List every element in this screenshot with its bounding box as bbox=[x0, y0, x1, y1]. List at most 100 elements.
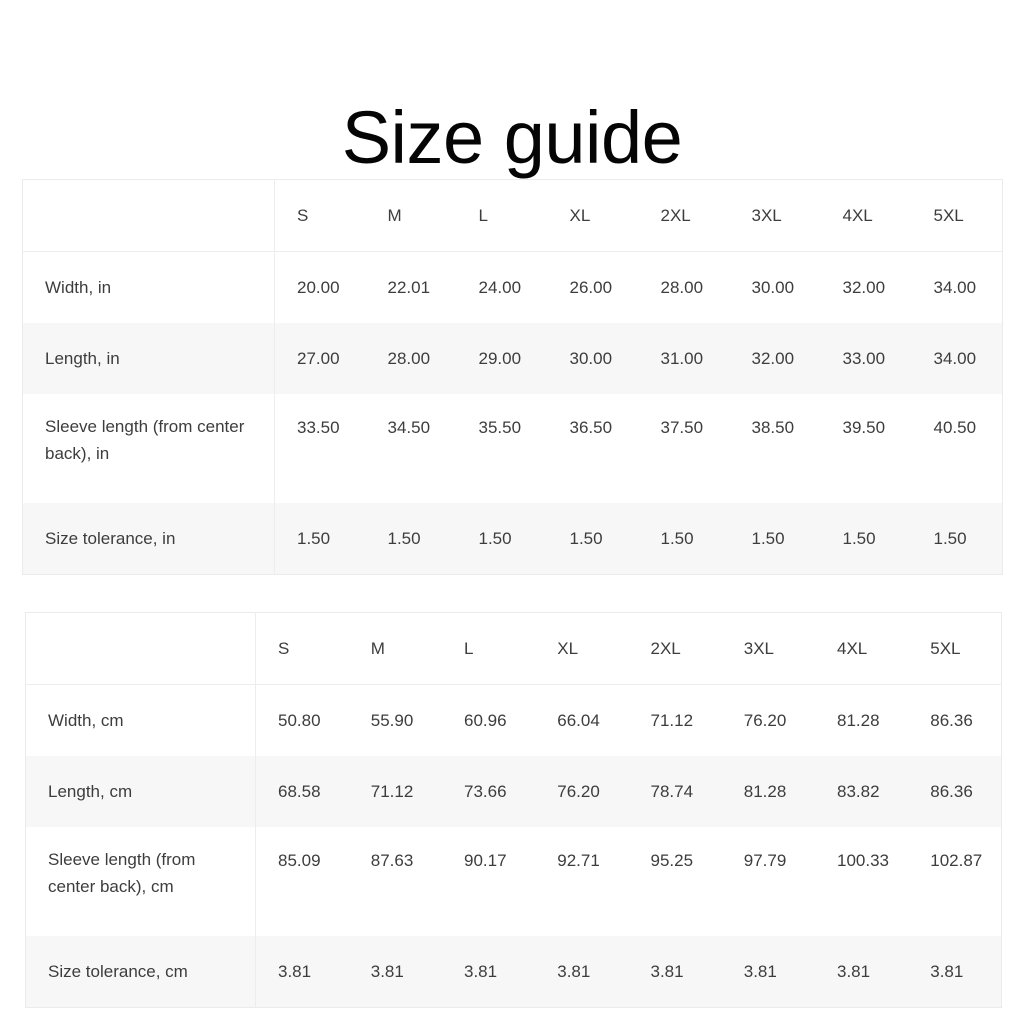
cell-width-cm-3xl: 76.20 bbox=[743, 711, 787, 730]
table-row: Width, in 20.00 22.01 24.00 26.00 28.00 … bbox=[22, 251, 1003, 323]
table-row: Sleeve length (from center back), in 33.… bbox=[22, 394, 1003, 503]
cell-sleeve-in-4xl: 39.50 bbox=[842, 418, 886, 437]
header-row: S M L XL 2XL 3XL 4XL 5XL bbox=[25, 612, 1002, 685]
cell-width-cm-xl: 66.04 bbox=[557, 711, 600, 730]
table-row: Length, cm 68.58 71.12 73.66 76.20 78.74… bbox=[25, 756, 1002, 827]
corner-cell bbox=[25, 612, 256, 685]
cell-width-cm-m: 55.90 bbox=[370, 711, 414, 730]
table-row: Size tolerance, cm 3.81 3.81 3.81 3.81 3… bbox=[25, 936, 1002, 1008]
cell-width-cm-s: 50.80 bbox=[278, 711, 321, 730]
cell-tolerance-cm-5xl: 3.81 bbox=[930, 962, 964, 981]
cell-length-cm-4xl: 83.82 bbox=[837, 782, 880, 801]
cell-sleeve-cm-m: 87.63 bbox=[370, 851, 414, 870]
cell-width-in-2xl: 28.00 bbox=[660, 278, 704, 297]
cell-sleeve-cm-5xl: 102.87 bbox=[930, 851, 983, 870]
row-label-sleeve-length-cm: Sleeve length (from center back), cm bbox=[25, 827, 256, 936]
column-header-3xl: 3XL bbox=[721, 612, 815, 685]
cell-sleeve-in-s: 33.50 bbox=[297, 418, 340, 437]
header-row: S M L XL 2XL 3XL 4XL 5XL bbox=[22, 179, 1003, 252]
cell-width-cm-l: 60.96 bbox=[464, 711, 507, 730]
table-header-inches: S M L XL 2XL 3XL 4XL 5XL bbox=[22, 179, 1003, 252]
cell-tolerance-in-2xl: 1.50 bbox=[660, 529, 694, 548]
column-header-m: M bbox=[365, 179, 457, 252]
row-label-width-in: Width, in bbox=[22, 251, 275, 323]
cell-width-in-5xl: 34.00 bbox=[933, 278, 977, 297]
cell-length-cm-5xl: 86.36 bbox=[930, 782, 973, 801]
table-row: Width, cm 50.80 55.90 60.96 66.04 71.12 … bbox=[25, 684, 1002, 756]
cell-sleeve-in-l: 35.50 bbox=[478, 418, 522, 437]
column-header-2xl: 2XL bbox=[628, 612, 722, 685]
cell-tolerance-in-s: 1.50 bbox=[297, 529, 331, 548]
cell-length-cm-2xl: 78.74 bbox=[650, 782, 694, 801]
cell-length-cm-3xl: 81.28 bbox=[743, 782, 787, 801]
cell-sleeve-cm-3xl: 97.79 bbox=[743, 851, 787, 870]
row-label-width-cm: Width, cm bbox=[25, 684, 256, 756]
cell-length-in-s: 27.00 bbox=[297, 349, 340, 368]
cell-width-in-xl: 26.00 bbox=[569, 278, 613, 297]
cell-sleeve-cm-4xl: 100.33 bbox=[837, 851, 889, 870]
column-header-xl: XL bbox=[547, 179, 639, 252]
cell-width-cm-4xl: 81.28 bbox=[837, 711, 880, 730]
cell-sleeve-in-2xl: 37.50 bbox=[660, 418, 704, 437]
cell-tolerance-in-m: 1.50 bbox=[387, 529, 421, 548]
column-header-4xl: 4XL bbox=[815, 612, 909, 685]
cell-length-in-3xl: 32.00 bbox=[751, 349, 795, 368]
cell-sleeve-in-3xl: 38.50 bbox=[751, 418, 795, 437]
cell-width-cm-2xl: 71.12 bbox=[650, 711, 694, 730]
table-header-cm: S M L XL 2XL 3XL 4XL 5XL bbox=[25, 612, 1002, 685]
cell-length-cm-l: 73.66 bbox=[464, 782, 507, 801]
cell-sleeve-in-m: 34.50 bbox=[387, 418, 431, 437]
table-body-inches: Width, in 20.00 22.01 24.00 26.00 28.00 … bbox=[22, 251, 1003, 575]
cell-tolerance-cm-3xl: 3.81 bbox=[743, 962, 777, 981]
table-row: Size tolerance, in 1.50 1.50 1.50 1.50 1… bbox=[22, 503, 1003, 575]
table-row: Sleeve length (from center back), cm 85.… bbox=[25, 827, 1002, 936]
cell-tolerance-cm-s: 3.81 bbox=[278, 962, 312, 981]
row-label-sleeve-length-in: Sleeve length (from center back), in bbox=[22, 394, 275, 503]
cell-sleeve-in-xl: 36.50 bbox=[569, 418, 613, 437]
column-header-s: S bbox=[255, 612, 349, 685]
column-header-2xl: 2XL bbox=[638, 179, 730, 252]
row-label-length-cm: Length, cm bbox=[25, 756, 256, 827]
column-header-5xl: 5XL bbox=[911, 179, 1003, 252]
column-header-l: L bbox=[456, 179, 548, 252]
cell-length-in-m: 28.00 bbox=[387, 349, 431, 368]
cell-width-in-3xl: 30.00 bbox=[751, 278, 795, 297]
cell-sleeve-cm-s: 85.09 bbox=[278, 851, 321, 870]
row-label-size-tolerance-in: Size tolerance, in bbox=[22, 503, 275, 575]
column-header-m: M bbox=[348, 612, 442, 685]
cell-tolerance-in-3xl: 1.50 bbox=[751, 529, 785, 548]
cell-length-cm-s: 68.58 bbox=[278, 782, 321, 801]
column-header-s: S bbox=[274, 179, 366, 252]
cell-sleeve-in-5xl: 40.50 bbox=[933, 418, 977, 437]
cell-tolerance-cm-m: 3.81 bbox=[370, 962, 404, 981]
cell-length-cm-xl: 76.20 bbox=[557, 782, 600, 801]
cell-tolerance-in-l: 1.50 bbox=[478, 529, 512, 548]
cell-width-in-4xl: 32.00 bbox=[842, 278, 886, 297]
cell-width-in-s: 20.00 bbox=[297, 278, 340, 297]
cell-sleeve-cm-2xl: 95.25 bbox=[650, 851, 694, 870]
column-header-xl: XL bbox=[535, 612, 629, 685]
table-row: Length, in 27.00 28.00 29.00 30.00 31.00… bbox=[22, 323, 1003, 394]
size-table-inches: S M L XL 2XL 3XL 4XL 5XL Width, in 20.00… bbox=[22, 179, 1003, 575]
cell-tolerance-in-4xl: 1.50 bbox=[842, 529, 876, 548]
cell-tolerance-cm-4xl: 3.81 bbox=[837, 962, 871, 981]
cell-length-in-5xl: 34.00 bbox=[933, 349, 977, 368]
column-header-5xl: 5XL bbox=[908, 612, 1002, 685]
column-header-l: L bbox=[442, 612, 536, 685]
cell-width-cm-5xl: 86.36 bbox=[930, 711, 973, 730]
cell-length-cm-m: 71.12 bbox=[370, 782, 414, 801]
column-header-3xl: 3XL bbox=[729, 179, 821, 252]
column-header-4xl: 4XL bbox=[820, 179, 912, 252]
cell-tolerance-in-5xl: 1.50 bbox=[933, 529, 967, 548]
cell-length-in-4xl: 33.00 bbox=[842, 349, 886, 368]
size-table-centimeters: S M L XL 2XL 3XL 4XL 5XL Width, cm 50.80… bbox=[25, 612, 1002, 1008]
cell-sleeve-cm-xl: 92.71 bbox=[557, 851, 600, 870]
cell-width-in-l: 24.00 bbox=[478, 278, 522, 297]
cell-width-in-m: 22.01 bbox=[387, 278, 431, 297]
corner-cell bbox=[22, 179, 275, 252]
page-title: Size guide bbox=[341, 95, 683, 179]
cell-sleeve-cm-l: 90.17 bbox=[464, 851, 507, 870]
row-label-size-tolerance-cm: Size tolerance, cm bbox=[25, 936, 256, 1008]
cell-length-in-2xl: 31.00 bbox=[660, 349, 704, 368]
